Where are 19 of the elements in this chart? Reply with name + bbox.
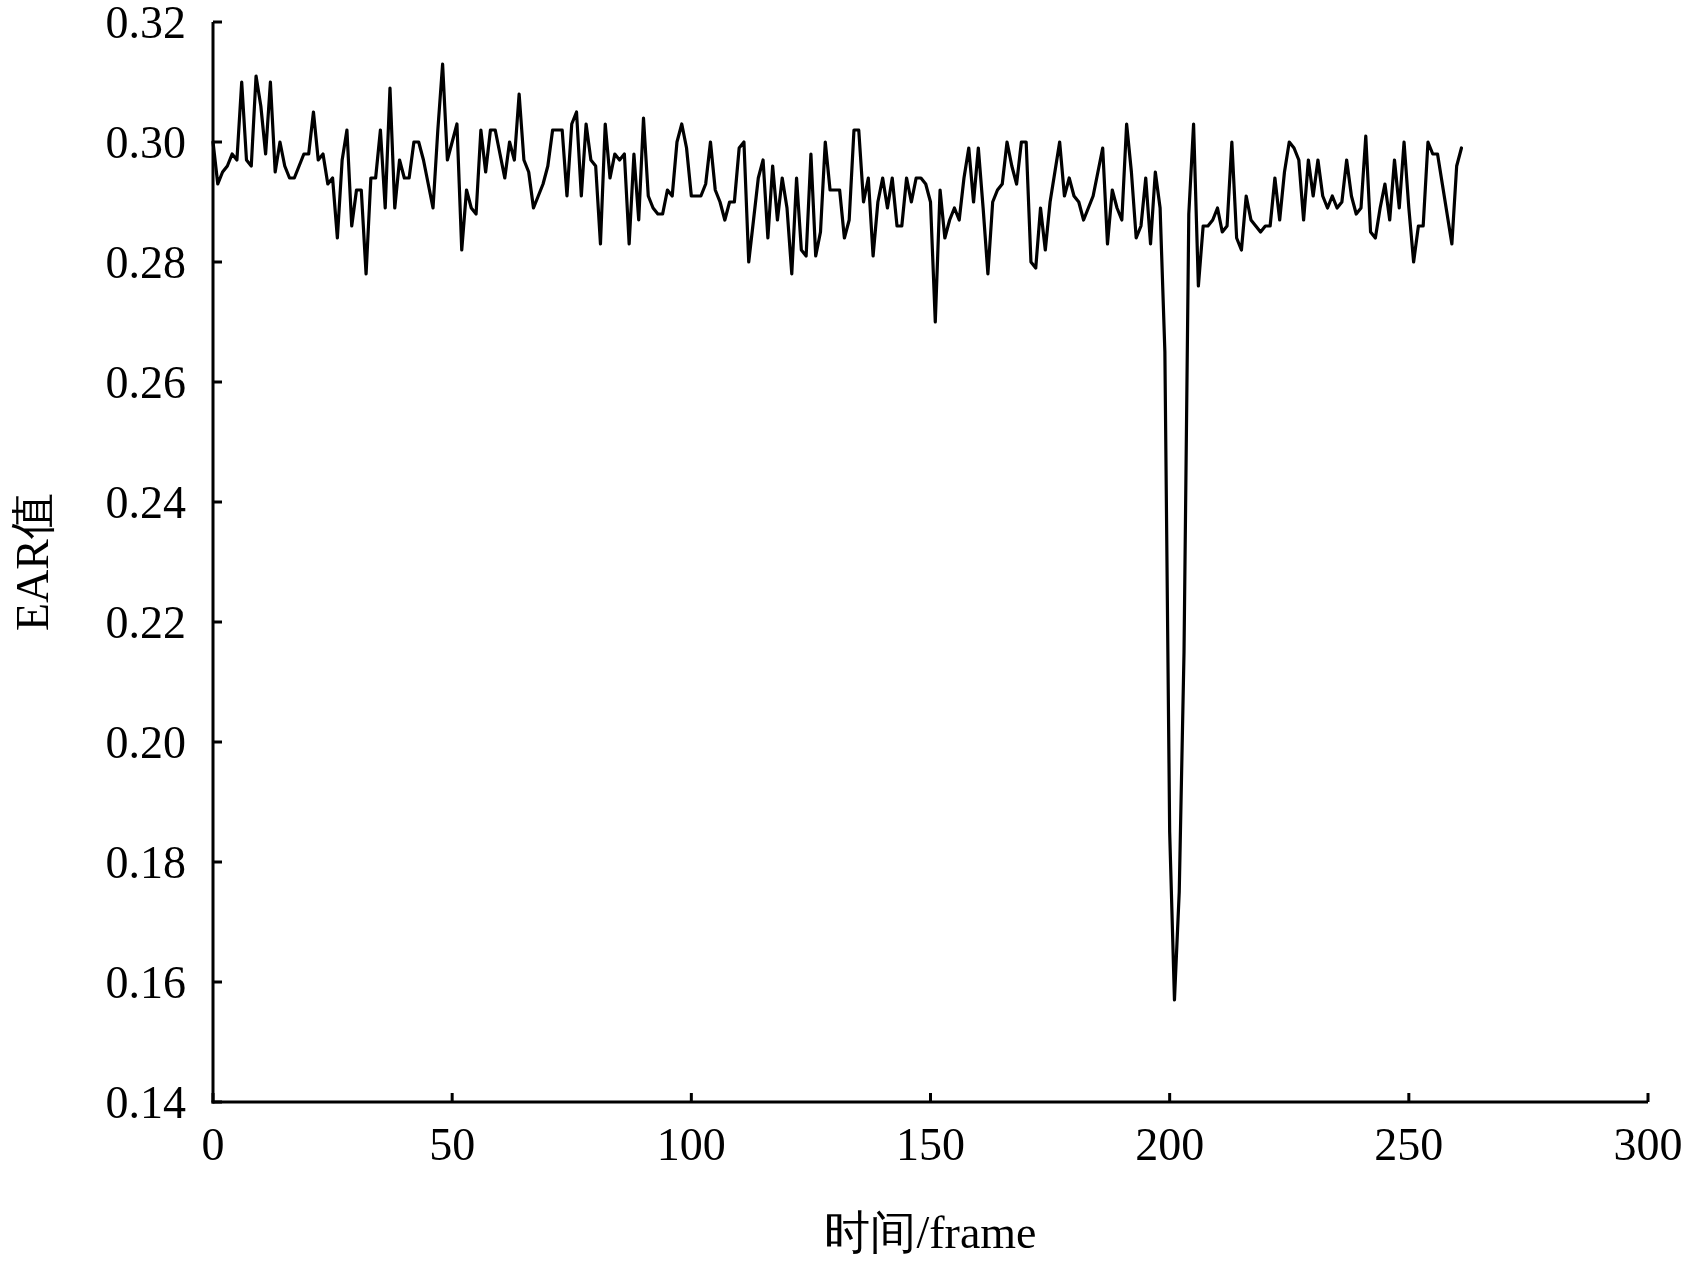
x-tick-label: 100 bbox=[656, 1119, 726, 1170]
y-tick-label: 0.18 bbox=[105, 837, 186, 888]
x-tick-label: 300 bbox=[1613, 1119, 1683, 1170]
y-tick-label: 0.30 bbox=[105, 117, 186, 168]
y-tick-label: 0.22 bbox=[105, 597, 186, 648]
y-tick-label: 0.28 bbox=[105, 237, 186, 288]
y-tick-label: 0.32 bbox=[105, 0, 186, 48]
y-tick-label: 0.20 bbox=[105, 717, 186, 768]
x-tick-label: 0 bbox=[201, 1119, 225, 1170]
y-tick-label: 0.14 bbox=[105, 1077, 186, 1128]
x-tick-label: 150 bbox=[896, 1119, 965, 1170]
y-axis-title: EAR值 bbox=[7, 493, 58, 631]
x-tick-label: 50 bbox=[429, 1119, 476, 1170]
y-tick-label: 0.26 bbox=[105, 357, 186, 408]
y-tick-label: 0.24 bbox=[105, 477, 186, 528]
x-tick-label: 200 bbox=[1135, 1119, 1205, 1170]
y-tick-label: 0.16 bbox=[105, 957, 186, 1008]
x-tick-label: 250 bbox=[1374, 1119, 1444, 1170]
x-axis-title: 时间/frame bbox=[824, 1207, 1037, 1258]
